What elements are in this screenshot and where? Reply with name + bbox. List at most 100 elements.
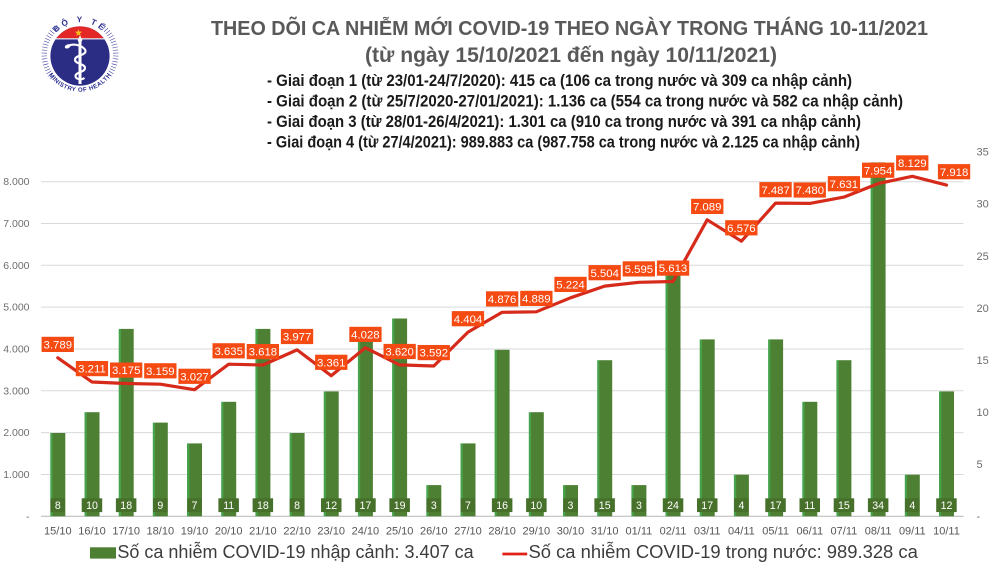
svg-text:21/10: 21/10 <box>249 526 277 538</box>
svg-text:4.404: 4.404 <box>454 314 483 326</box>
svg-text:20/10: 20/10 <box>215 526 243 538</box>
svg-text:3.618: 3.618 <box>249 347 278 359</box>
svg-text:5.595: 5.595 <box>625 264 654 276</box>
svg-text:8.000: 8.000 <box>3 176 29 188</box>
svg-text:06/11: 06/11 <box>796 526 823 538</box>
svg-text:THEO DÕI CA NHIỄM MỚI COVID-19: THEO DÕI CA NHIỄM MỚI COVID-19 THEO NGÀY… <box>211 16 928 40</box>
svg-text:Số ca nhiễm COVID-19 trong nướ: Số ca nhiễm COVID-19 trong nước: 989.328… <box>529 541 919 562</box>
svg-text:4: 4 <box>909 500 915 512</box>
svg-text:12: 12 <box>941 500 953 512</box>
svg-text:3: 3 <box>431 500 437 512</box>
svg-text:3.620: 3.620 <box>385 347 414 359</box>
svg-text:19/10: 19/10 <box>181 526 209 538</box>
svg-text:3.592: 3.592 <box>420 348 449 360</box>
svg-text:7.954: 7.954 <box>864 165 893 177</box>
svg-text:11: 11 <box>804 500 815 512</box>
svg-text:04/11: 04/11 <box>728 526 755 538</box>
svg-text:- Giai đoạn 3 (từ 28/01-26/4/2: - Giai đoạn 3 (từ 28/01-26/4/2021): 1.30… <box>267 112 861 131</box>
svg-text:(từ ngày 15/10/2021 đến ngày 1: (từ ngày 15/10/2021 đến ngày 10/11/2021) <box>365 44 777 67</box>
svg-text:10/11: 10/11 <box>933 526 960 538</box>
svg-text:24: 24 <box>667 500 679 512</box>
svg-text:08/11: 08/11 <box>865 526 892 538</box>
svg-text:1.000: 1.000 <box>3 469 29 481</box>
svg-text:18/10: 18/10 <box>147 526 175 538</box>
svg-text:35: 35 <box>977 147 989 159</box>
svg-text:7.000: 7.000 <box>3 218 29 230</box>
svg-text:28/10: 28/10 <box>488 526 516 538</box>
svg-text:10: 10 <box>977 407 989 419</box>
svg-text:07/11: 07/11 <box>831 526 858 538</box>
svg-text:17: 17 <box>770 500 782 512</box>
svg-text:5: 5 <box>977 459 983 471</box>
svg-text:3.027: 3.027 <box>180 371 209 383</box>
svg-text:4: 4 <box>738 500 744 512</box>
svg-text:3.635: 3.635 <box>214 346 243 358</box>
svg-text:24/10: 24/10 <box>352 526 380 538</box>
svg-text:16/10: 16/10 <box>78 526 106 538</box>
svg-text:17: 17 <box>701 500 713 512</box>
svg-text:4.876: 4.876 <box>488 294 517 306</box>
svg-text:20: 20 <box>977 303 989 315</box>
svg-text:19: 19 <box>394 500 406 512</box>
svg-text:- Giai đoạn 1 (từ 23/01-24/7/2: - Giai đoạn 1 (từ 23/01-24/7/2020): 415 … <box>267 71 852 90</box>
svg-text:25/10: 25/10 <box>386 526 414 538</box>
svg-text:18: 18 <box>120 500 132 512</box>
svg-text:3: 3 <box>568 500 574 512</box>
svg-text:-: - <box>977 511 981 523</box>
svg-text:- Giai đoạn 2 (từ 25/7/2020-27: - Giai đoạn 2 (từ 25/7/2020-27/01/2021):… <box>267 92 903 111</box>
svg-text:5.224: 5.224 <box>556 280 585 292</box>
svg-text:18: 18 <box>257 500 269 512</box>
svg-text:2.000: 2.000 <box>3 427 29 439</box>
svg-text:3: 3 <box>636 500 642 512</box>
svg-text:10: 10 <box>86 500 98 512</box>
svg-text:15: 15 <box>599 500 611 512</box>
svg-text:7.631: 7.631 <box>830 179 859 191</box>
svg-text:Số ca nhiễm COVID-19 nhập cảnh: Số ca nhiễm COVID-19 nhập cảnh: 3.407 ca <box>117 541 474 562</box>
svg-text:15/10: 15/10 <box>44 526 72 538</box>
svg-text:3.361: 3.361 <box>317 357 346 369</box>
svg-text:26/10: 26/10 <box>420 526 448 538</box>
svg-text:3.789: 3.789 <box>44 340 73 352</box>
svg-text:30: 30 <box>977 199 989 211</box>
svg-text:03/11: 03/11 <box>694 526 721 538</box>
svg-text:22/10: 22/10 <box>283 526 311 538</box>
svg-text:- Giai đoạn 4 (từ 27/4/2021):: - Giai đoạn 4 (từ 27/4/2021): 989.883 ca… <box>267 133 860 152</box>
svg-text:10: 10 <box>530 500 542 512</box>
svg-text:16: 16 <box>496 500 508 512</box>
svg-text:12: 12 <box>325 500 337 512</box>
svg-text:23/10: 23/10 <box>317 526 345 538</box>
svg-text:6.576: 6.576 <box>727 223 756 235</box>
svg-text:5.504: 5.504 <box>590 268 619 280</box>
svg-text:8: 8 <box>294 500 300 512</box>
svg-text:7.918: 7.918 <box>940 167 969 179</box>
svg-text:8.129: 8.129 <box>898 158 927 170</box>
svg-text:3.159: 3.159 <box>146 366 175 378</box>
svg-text:4.000: 4.000 <box>3 344 29 356</box>
svg-text:31/10: 31/10 <box>591 526 619 538</box>
svg-text:-: - <box>26 511 30 523</box>
svg-text:7.487: 7.487 <box>761 185 790 197</box>
svg-text:17/10: 17/10 <box>112 526 140 538</box>
svg-text:25: 25 <box>977 251 989 263</box>
svg-text:3.211: 3.211 <box>78 364 106 376</box>
svg-text:4.028: 4.028 <box>351 330 380 342</box>
svg-text:15: 15 <box>977 355 989 367</box>
svg-text:34: 34 <box>872 500 884 512</box>
svg-text:02/11: 02/11 <box>660 526 687 538</box>
svg-text:7.089: 7.089 <box>693 202 722 214</box>
svg-text:5.613: 5.613 <box>659 263 688 275</box>
svg-text:8: 8 <box>55 500 61 512</box>
svg-text:4.889: 4.889 <box>522 294 551 306</box>
svg-text:17: 17 <box>360 500 372 512</box>
svg-text:09/11: 09/11 <box>899 526 926 538</box>
svg-text:3.175: 3.175 <box>112 365 141 377</box>
svg-text:05/11: 05/11 <box>762 526 789 538</box>
svg-text:9: 9 <box>157 500 163 512</box>
svg-text:5.000: 5.000 <box>3 302 29 314</box>
svg-text:30/10: 30/10 <box>557 526 585 538</box>
svg-text:7.480: 7.480 <box>796 185 825 197</box>
svg-text:6.000: 6.000 <box>3 260 29 272</box>
svg-text:29/10: 29/10 <box>523 526 551 538</box>
svg-text:15: 15 <box>838 500 850 512</box>
svg-text:3.977: 3.977 <box>283 332 312 344</box>
